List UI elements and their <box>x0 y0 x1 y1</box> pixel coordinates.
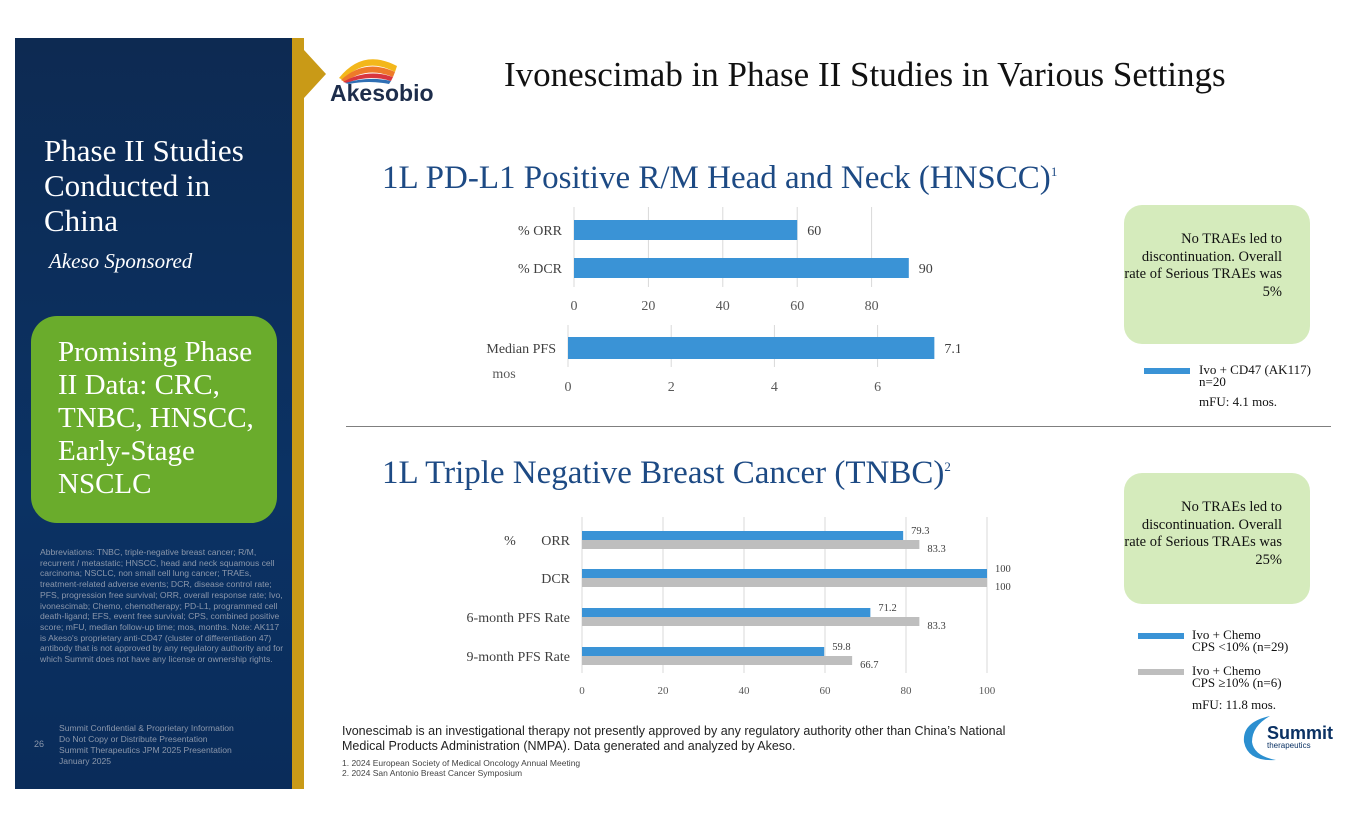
summit-logo-icon <box>1243 716 1276 761</box>
summit-logo-text: Summit <box>1267 723 1334 743</box>
reference-2: 2. 2024 San Antonio Breast Cancer Sympos… <box>342 768 523 778</box>
data-label: 90 <box>919 262 933 277</box>
page-number: 26 <box>34 739 45 749</box>
data-label: 60 <box>807 224 821 239</box>
category-label: % DCR <box>518 262 563 277</box>
tnbc-chart: 0 20 40 60 80 100 79.3 83.3 ORR 100 100 DCR 71.2 83.3… <box>467 517 1011 697</box>
hnscc-title-sup: 1 <box>1050 164 1058 179</box>
legend-swatch <box>1144 368 1190 374</box>
x-tick-label: 100 <box>979 685 996 697</box>
disclaimer-text: Ivonescimab is an investigational therap… <box>342 724 1006 753</box>
x-tick-label: 80 <box>865 299 879 314</box>
bar <box>582 608 871 617</box>
bar <box>582 647 825 656</box>
confidential-line: Summit Confidential & Proprietary Inform… <box>59 723 234 733</box>
confidential-line: January 2025 <box>59 756 112 766</box>
data-label: 7.1 <box>944 342 960 357</box>
confidential-notice: Summit Confidential & Proprietary Inform… <box>59 723 289 767</box>
bar <box>582 569 987 578</box>
x-tick-label: 2 <box>668 380 675 395</box>
tnbc-title-text: 1L Triple Negative Breast Cancer (TNBC) <box>382 455 945 491</box>
tnbc-safety-note: No TRAEs led to discontinuation. Overall… <box>1124 473 1310 604</box>
hnscc-legend-line1: Ivo + CD47 (AK117) <box>1199 362 1311 377</box>
hnscc-pfs-chart: 0 2 4 6 7.1 Median PFS mos <box>486 325 960 395</box>
confidential-line: Summit Therapeutics JPM 2025 Presentatio… <box>59 745 232 755</box>
x-tick-label: 4 <box>771 380 778 395</box>
bar <box>574 220 798 240</box>
data-label: 71.2 <box>878 603 896 614</box>
x-tick-label: 0 <box>579 685 585 697</box>
akesobio-logo-text: Akesobio <box>330 80 434 106</box>
data-label: 59.8 <box>832 642 850 653</box>
abbreviations-text: Abbreviations: TNBC, triple-negative bre… <box>40 547 284 665</box>
x-tick-label: 0 <box>571 299 578 314</box>
tnbc-legend-s2-line1: Ivo + Chemo <box>1192 663 1261 678</box>
data-label: 83.3 <box>927 544 945 555</box>
hnscc-legend-mfu: mFU: 4.1 mos. <box>1199 394 1278 409</box>
hnscc-response-chart: 0 20 40 60 80 60 % ORR 90 % DCR <box>518 207 933 314</box>
tnbc-section-title: 1L Triple Negative Breast Cancer (TNBC)2 <box>382 455 951 492</box>
highlight-box <box>31 316 277 523</box>
x-tick-label: 80 <box>901 685 913 697</box>
category-label: 9-month PFS Rate <box>467 650 570 665</box>
bar <box>582 656 853 665</box>
x-tick-label: 60 <box>790 299 804 314</box>
x-tick-label: 0 <box>565 380 572 395</box>
x-tick-label: 20 <box>641 299 655 314</box>
references: 1. 2024 European Society of Medical Onco… <box>342 758 580 778</box>
category-label: Median PFS <box>486 342 556 357</box>
hnscc-legend-line2: n=20 <box>1199 374 1226 389</box>
tnbc-title-sup: 2 <box>944 459 951 474</box>
category-label: DCR <box>541 572 570 587</box>
hnscc-safety-note: No TRAEs led to discontinuation. Overall… <box>1124 205 1310 344</box>
data-label: 100 <box>995 582 1011 593</box>
x-tick-label: 40 <box>716 299 730 314</box>
x-tick-label: 20 <box>658 685 670 697</box>
gold-arrow-icon <box>304 50 326 98</box>
data-label: 66.7 <box>860 660 878 671</box>
bar <box>582 531 904 540</box>
unit-label: mos <box>492 367 515 382</box>
bar <box>582 578 987 587</box>
page-title: Ivonescimab in Phase II Studies in Vario… <box>504 55 1226 94</box>
legend-swatch <box>1138 669 1184 675</box>
hnscc-section-title: 1L PD-L1 Positive R/M Head and Neck (HNS… <box>382 160 1057 197</box>
sidebar-title: Phase II Studies Conducted in China <box>44 133 244 238</box>
hnscc-title-text: 1L PD-L1 Positive R/M Head and Neck (HNS… <box>382 160 1051 196</box>
reference-1: 1. 2024 European Society of Medical Onco… <box>342 758 581 768</box>
section-divider <box>346 426 1331 427</box>
category-label: % ORR <box>518 224 563 239</box>
akesobio-logo-icon <box>339 59 397 84</box>
tnbc-legend-s1-line2: CPS <10% (n=29) <box>1192 639 1289 654</box>
x-tick-label: 40 <box>739 685 751 697</box>
data-label: 79.3 <box>911 526 929 537</box>
highlight-text: Promising Phase II Data: CRC, TNBC, HNSC… <box>58 336 254 500</box>
summit-logo-subtext: therapeutics <box>1267 741 1311 750</box>
category-label: 6-month PFS Rate <box>467 611 570 626</box>
bar <box>582 540 920 549</box>
tnbc-legend-mfu: mFU: 11.8 mos. <box>1192 697 1277 712</box>
bar <box>582 617 920 626</box>
data-label: 100 <box>995 564 1011 575</box>
legend-swatch <box>1138 633 1184 639</box>
category-prefix: % <box>504 534 516 549</box>
data-label: 83.3 <box>927 621 945 632</box>
sidebar-subtitle: Akeso Sponsored <box>49 249 193 273</box>
bar <box>568 337 935 359</box>
bar <box>574 258 909 278</box>
tnbc-legend-s1-line1: Ivo + Chemo <box>1192 627 1261 642</box>
x-tick-label: 60 <box>820 685 832 697</box>
gold-accent-bar <box>292 38 304 789</box>
x-tick-label: 6 <box>874 380 881 395</box>
tnbc-legend-s2-line2: CPS ≥10% (n=6) <box>1192 675 1282 690</box>
category-label: ORR <box>541 534 570 549</box>
confidential-line: Do Not Copy or Distribute Presentation <box>59 734 208 744</box>
